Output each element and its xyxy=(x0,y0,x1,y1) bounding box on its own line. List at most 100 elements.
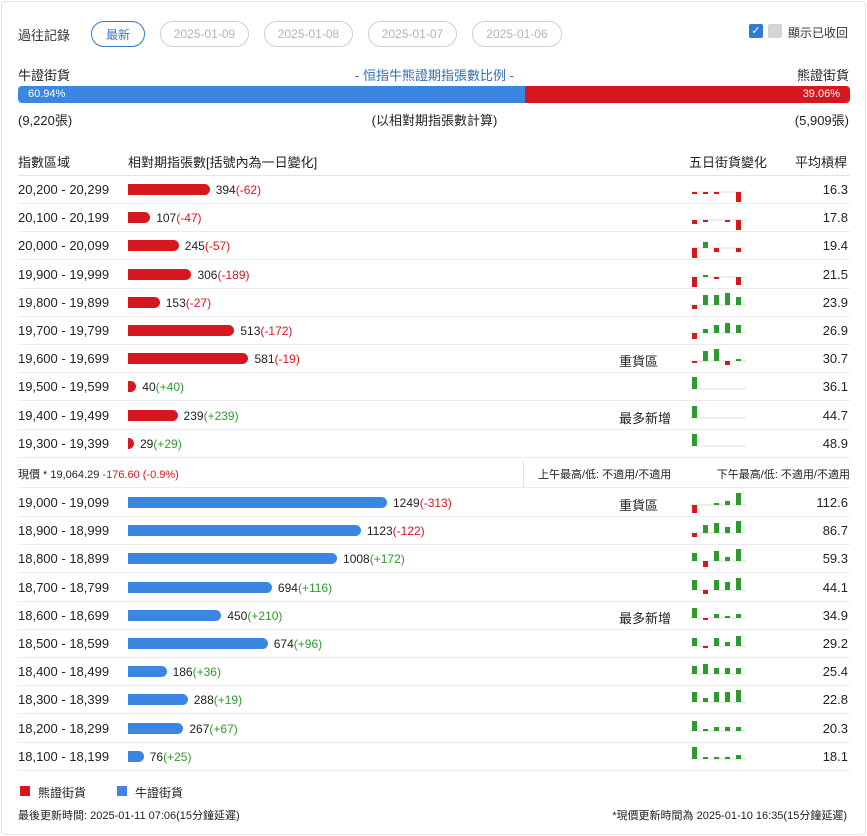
header-contracts: 相對期指張數[括號內為一日變化] xyxy=(128,155,318,170)
bull-contracts-bar xyxy=(128,638,268,649)
sparkline-bar xyxy=(692,505,697,513)
show-recalled-checkbox[interactable] xyxy=(768,24,782,38)
bear-contracts-bar xyxy=(128,409,178,421)
index-range: 19,600 - 19,699 xyxy=(18,351,110,367)
sparkline-bar xyxy=(725,642,730,646)
bull-contracts-bar xyxy=(128,609,222,621)
avg-leverage: 48.9 xyxy=(822,435,848,451)
sparkline-bar xyxy=(703,220,708,223)
header-divider xyxy=(18,175,850,176)
index-range: 18,500 - 18,599 xyxy=(18,636,110,651)
sparkline-bar xyxy=(725,361,730,366)
bear-row: 19,400 - 19,499 239(+239) 最多新增 44.7 xyxy=(18,402,850,430)
sparkline-bar xyxy=(725,615,730,618)
sparkline-bar xyxy=(692,333,697,339)
avg-leverage: 23.9 xyxy=(822,294,848,310)
bear-legend-label: 熊證街貨 xyxy=(38,786,87,800)
sparkline-bar xyxy=(736,577,741,590)
daily-change: (+116) xyxy=(297,580,333,595)
checkbox-checked-icon[interactable]: ✓ xyxy=(749,24,763,38)
bull-ratio-fill: 60.94% xyxy=(18,86,526,103)
five-day-sparkline xyxy=(690,521,746,538)
sparkline-bar xyxy=(714,579,719,590)
contracts-value: 513 xyxy=(240,324,261,338)
sparkline-bar xyxy=(703,242,708,249)
five-day-sparkline xyxy=(690,549,746,568)
sparkline-bar xyxy=(714,349,719,362)
contracts-value: 1123 xyxy=(366,524,393,539)
contracts-value: 394 xyxy=(215,183,236,197)
bull-legend-label: 牛證街貨 xyxy=(135,786,184,800)
daily-change: (-47) xyxy=(176,211,202,226)
five-day-sparkline xyxy=(690,405,746,419)
bull-contracts-bar xyxy=(128,750,144,762)
sparkline-bar xyxy=(692,377,697,390)
price-change: -176.60 (-0.9%) xyxy=(102,469,179,481)
contracts-value-group: 674(+96) xyxy=(274,637,322,651)
sparkline-bar xyxy=(714,503,719,505)
daily-change: (+239) xyxy=(203,408,239,423)
sparkline-bar xyxy=(692,220,697,225)
sparkline-bar xyxy=(703,351,708,362)
avg-leverage: 20.3 xyxy=(822,720,848,736)
contracts-value-group: 186(+36) xyxy=(173,665,221,679)
contracts-value: 76 xyxy=(149,749,164,764)
bear-contracts-bar xyxy=(128,184,210,195)
sparkline-bar xyxy=(736,359,741,362)
avg-leverage: 29.2 xyxy=(822,636,848,651)
sparkline-bar xyxy=(692,666,697,675)
last-updated: 最後更新時間: 2025-01-11 07:06(15分鐘延遲) xyxy=(18,810,240,822)
sparkline-bar xyxy=(714,551,719,562)
five-day-sparkline xyxy=(690,493,746,513)
history-latest-button[interactable]: 最新 xyxy=(91,21,145,47)
header-range: 指數區域 xyxy=(18,155,71,170)
contracts-value-group: 153(-27) xyxy=(166,296,211,310)
daily-change: (+67) xyxy=(209,721,238,736)
index-range: 18,200 - 18,299 xyxy=(18,720,110,736)
sparkline-bar xyxy=(714,276,719,279)
contracts-value: 186 xyxy=(172,665,193,680)
bear-row: 19,300 - 19,399 29(+29) 48.9 xyxy=(18,430,850,458)
contracts-value-group: 306(-189) xyxy=(197,268,249,282)
index-range: 19,400 - 19,499 xyxy=(18,407,110,423)
history-date-button[interactable]: 2025-01-06 xyxy=(472,21,562,47)
bull-contracts-bar xyxy=(128,525,361,537)
history-date-button[interactable]: 2025-01-08 xyxy=(264,21,353,47)
ratio-title: - 恒指牛熊證期指張數比例 - xyxy=(355,68,514,83)
five-day-sparkline xyxy=(690,377,746,390)
contracts-value: 306 xyxy=(197,267,218,282)
bear-row: 19,500 - 19,599 40(+40) 36.1 xyxy=(18,373,850,402)
sparkline-bar xyxy=(692,607,697,618)
daily-change: (-19) xyxy=(274,352,300,367)
contracts-value: 450 xyxy=(227,608,248,623)
daily-change: (+19) xyxy=(213,693,243,708)
index-range: 18,400 - 18,499 xyxy=(18,664,110,680)
sparkline-bar xyxy=(692,638,697,646)
sparkline-bar xyxy=(714,192,719,194)
sparkline-bar xyxy=(692,720,697,731)
sparkline-bar xyxy=(736,636,741,646)
daily-change: (-57) xyxy=(204,239,231,254)
history-date-button[interactable]: 2025-01-07 xyxy=(368,21,457,47)
history-date-button[interactable]: 2025-01-09 xyxy=(160,21,249,47)
zone-tag: 重貨區 xyxy=(619,498,659,513)
sparkline-bar xyxy=(714,668,719,675)
bull-label: 牛證街貨 xyxy=(18,68,71,83)
index-range: 18,800 - 18,899 xyxy=(18,551,110,567)
contracts-value-group: 107(-47) xyxy=(156,211,201,225)
five-day-sparkline xyxy=(690,219,746,231)
avg-leverage: 21.5 xyxy=(822,266,848,282)
sparkline-bar xyxy=(714,726,719,731)
avg-leverage: 19.4 xyxy=(822,238,848,254)
sparkline-bar xyxy=(736,521,741,534)
sparkline-bar xyxy=(736,613,741,618)
ratio-note: (以相對期指張數計算) xyxy=(371,113,498,128)
show-recalled-label: 顯示已收回 xyxy=(788,26,849,40)
sparkline-bar xyxy=(692,361,697,364)
sparkline-bar xyxy=(703,274,708,277)
sparkline-bar xyxy=(725,692,730,703)
five-day-sparkline xyxy=(690,242,746,259)
contracts-value: 239 xyxy=(183,408,204,423)
daily-change: (-189) xyxy=(217,267,250,282)
